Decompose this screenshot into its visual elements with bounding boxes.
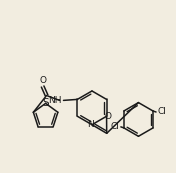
Text: NH: NH [48, 96, 61, 105]
Text: S: S [42, 98, 49, 108]
Text: O: O [105, 112, 112, 121]
Text: N: N [87, 120, 94, 129]
Text: Cl: Cl [111, 122, 120, 131]
Text: Cl: Cl [157, 107, 166, 116]
Text: O: O [39, 76, 46, 85]
